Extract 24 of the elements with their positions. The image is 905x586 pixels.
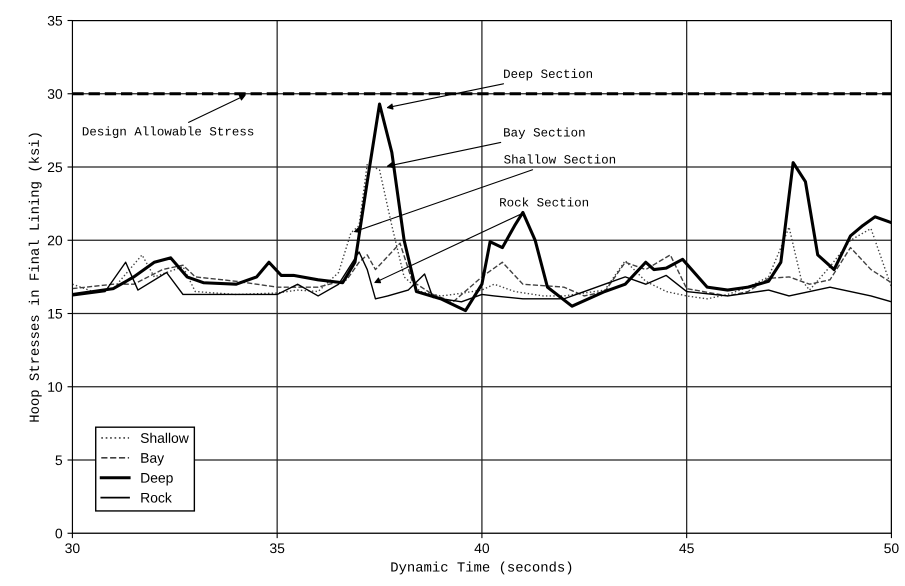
y-tick-label: 30 [48, 89, 62, 99]
y-tick-label: 35 [48, 16, 62, 26]
legend-label: Deep [141, 473, 173, 486]
y-tick-label: 25 [48, 162, 62, 172]
annotation: Deep Section [504, 68, 592, 80]
x-tick-label: 30 [65, 543, 80, 554]
y-tick-label: 5 [56, 455, 62, 466]
y-tick-label: 10 [48, 382, 62, 392]
legend-label: Rock [141, 492, 172, 503]
x-tick-label: 35 [270, 543, 284, 554]
ref-line-label: Design Allowable Stress [82, 126, 254, 138]
y-axis-title: Hoop Stresses in Final Lining (ksi) [28, 133, 42, 422]
y-tick-label: 15 [48, 308, 62, 319]
x-axis-title: Dynamic Time (seconds) [391, 561, 572, 574]
y-tick-label: 20 [48, 236, 62, 246]
annotation: Rock Section [500, 197, 588, 207]
x-tick-label: 50 [884, 543, 899, 554]
legend-label: Shallow [140, 432, 189, 443]
y-tick-label: 0 [55, 528, 62, 538]
x-tick-label: 40 [474, 543, 490, 554]
annotation: Bay Section [504, 127, 584, 140]
legend-label: Bay [141, 453, 164, 466]
x-tick-label: 45 [679, 543, 694, 554]
annotation: Shallow Section [504, 154, 616, 164]
